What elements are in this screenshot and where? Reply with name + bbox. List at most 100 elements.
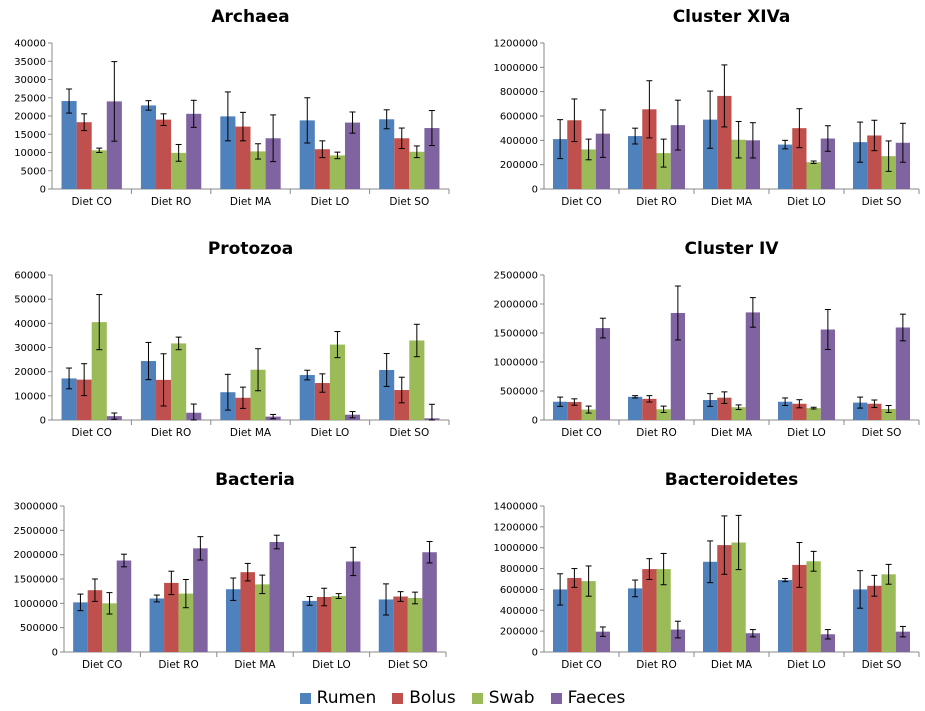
bar-bolus — [717, 545, 732, 652]
x-tick-label: Diet RO — [636, 427, 676, 439]
x-tick-label: Diet CO — [561, 427, 602, 439]
bar-faeces — [595, 133, 610, 189]
x-tick-label: Diet RO — [158, 659, 198, 671]
legend-label: Rumen — [316, 688, 377, 708]
bar-bolus — [393, 596, 408, 652]
bar-bolus — [642, 109, 657, 189]
bar-bolus — [394, 390, 410, 420]
bar-rumen — [853, 589, 868, 652]
bar-rumen — [703, 561, 718, 652]
bar-faeces — [895, 631, 910, 652]
bar-bolus — [867, 135, 882, 189]
y-tick-label: 800000 — [500, 87, 538, 98]
y-tick-label: 15000 — [14, 130, 46, 141]
bar-rumen — [220, 116, 236, 189]
y-tick-label: 0 — [532, 416, 538, 427]
bar-faeces — [269, 542, 285, 652]
x-tick-label: Diet LO — [311, 196, 350, 208]
y-tick-label: 2000000 — [493, 300, 538, 311]
bar-bolus — [792, 128, 807, 189]
bar-rumen — [140, 361, 157, 420]
x-tick-label: Diet RO — [151, 427, 191, 439]
bar-bolus — [567, 577, 582, 652]
bar-swab — [171, 343, 187, 420]
y-tick-label: 1200000 — [493, 522, 538, 533]
y-tick-label: 5000 — [21, 166, 46, 177]
bar-swab — [91, 322, 107, 420]
y-tick-label: 2500000 — [493, 271, 538, 282]
bar-swab — [409, 340, 425, 420]
y-tick-label: 500000 — [500, 387, 538, 398]
bar-bolus — [76, 379, 92, 420]
legend-item-faeces: Faeces — [550, 688, 625, 708]
y-tick-label: 10000 — [14, 148, 46, 159]
bar-rumen — [778, 401, 793, 420]
bar-swab — [806, 162, 821, 189]
x-tick-label: Diet CO — [561, 659, 602, 671]
legend-item-bolus: Bolus — [392, 688, 456, 708]
bar-bolus — [867, 403, 882, 420]
chart-cluster-xiva: Cluster XIVa 0 200000 400000 600000 800000 100… — [493, 7, 920, 208]
y-tick-label: 25000 — [14, 93, 46, 104]
bar-rumen — [703, 399, 718, 420]
y-tick-label: 60000 — [14, 271, 46, 282]
x-tick-label: Diet MA — [230, 427, 272, 439]
x-tick-label: Diet LO — [787, 196, 826, 208]
bar-rumen — [853, 402, 868, 420]
bar-faeces — [345, 561, 361, 652]
x-tick-label: Diet MA — [711, 427, 753, 439]
bar-swab — [581, 149, 596, 189]
bar-rumen — [628, 136, 643, 189]
y-tick-label: 20000 — [14, 367, 46, 378]
bar-rumen — [379, 119, 395, 189]
legend-swatch — [550, 692, 562, 704]
bar-swab — [91, 150, 107, 189]
x-tick-label: Diet LO — [787, 659, 826, 671]
legend-label: Swab — [488, 688, 535, 708]
bar-swab — [407, 597, 423, 652]
bar-faeces — [116, 560, 132, 652]
x-tick-label: Diet SO — [389, 196, 429, 208]
x-tick-label: Diet MA — [711, 659, 753, 671]
bar-faeces — [895, 142, 910, 189]
legend-swatch — [299, 692, 311, 704]
bar-swab — [806, 408, 821, 420]
bar-bolus — [235, 126, 251, 189]
y-tick-label: 10000 — [14, 391, 46, 402]
bar-bolus — [316, 597, 332, 652]
bar-bolus — [792, 564, 807, 652]
y-tick-label: 30000 — [14, 343, 46, 354]
chart-bacteroidetes: Bacteroidetes 0 200000 400000 600000 800000 10… — [493, 470, 920, 671]
bar-rumen — [553, 139, 568, 189]
legend-item-swab: Swab — [471, 688, 535, 708]
bar-swab — [102, 603, 117, 652]
y-tick-label: 0 — [532, 648, 538, 659]
y-tick-label: 1200000 — [493, 39, 538, 50]
bar-bolus — [567, 120, 582, 189]
x-tick-label: Diet LO — [311, 427, 350, 439]
legend-swatch — [392, 692, 404, 704]
bar-rumen — [379, 369, 395, 420]
chart-protozoa: Protozoa 0 10000 20000 30000 40000 50000 60000 D… — [14, 239, 450, 439]
y-tick-label: 500000 — [20, 623, 58, 634]
y-tick-label: 2000000 — [13, 550, 58, 561]
bar-swab — [731, 139, 746, 189]
bar-swab — [581, 409, 596, 420]
y-tick-label: 30000 — [14, 75, 46, 86]
y-tick-label: 1000000 — [493, 543, 538, 554]
bar-bolus — [717, 95, 732, 189]
y-tick-label: 20000 — [14, 112, 46, 123]
y-tick-label: 400000 — [500, 136, 538, 147]
bar-swab — [581, 581, 596, 652]
legend-item-rumen: Rumen — [299, 688, 377, 708]
y-tick-label: 40000 — [14, 39, 46, 50]
bar-rumen — [553, 589, 568, 652]
y-tick-label: 200000 — [500, 160, 538, 171]
bar-rumen — [553, 401, 568, 420]
bar-bolus — [792, 403, 807, 420]
x-tick-label: Diet RO — [636, 196, 676, 208]
legend-swatch — [471, 692, 483, 704]
x-tick-label: Diet RO — [636, 659, 676, 671]
bar-swab — [250, 151, 266, 189]
bar-rumen — [778, 580, 793, 652]
